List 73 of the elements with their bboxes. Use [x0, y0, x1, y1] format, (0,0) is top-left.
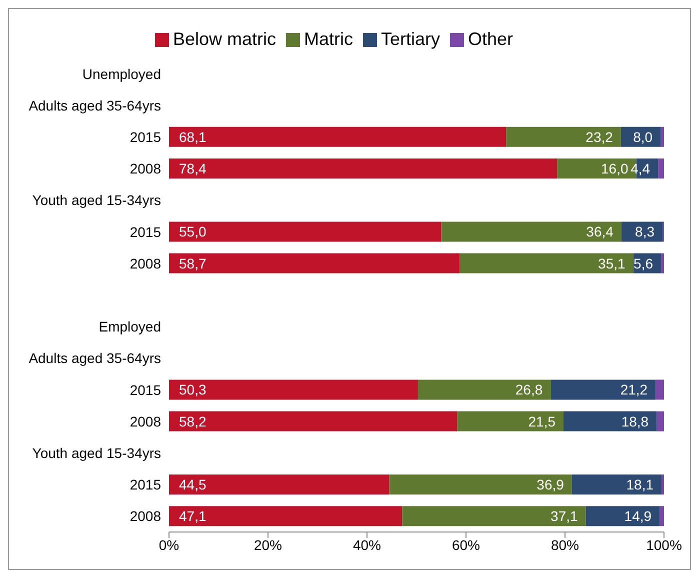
bar — [169, 474, 390, 494]
bar — [586, 506, 660, 526]
bar — [169, 253, 460, 274]
data-label: 18,8 — [621, 413, 649, 430]
data-label: 47,1 — [179, 508, 206, 524]
y-tick-label: Unemployed — [82, 66, 161, 82]
y-tick-label: 2015 — [130, 476, 162, 493]
bar — [402, 506, 586, 526]
data-label: 37,1 — [550, 508, 578, 524]
bar — [169, 411, 458, 432]
data-label: 44,5 — [179, 476, 206, 492]
y-tick-label: 2015 — [130, 224, 162, 240]
y-tick-label: Adults aged 35-64yrs — [28, 97, 161, 114]
bar — [550, 380, 656, 400]
data-label: 58,2 — [179, 413, 206, 430]
y-tick-label: Youth aged 15-34yrs — [32, 444, 161, 461]
data-label: 8,3 — [635, 224, 655, 240]
data-label: 21,5 — [528, 413, 556, 430]
data-label: 4,4 — [630, 160, 650, 176]
data-label: 36,9 — [536, 476, 564, 492]
y-tick-label: 2015 — [130, 128, 162, 145]
y-tick-label: 2008 — [130, 255, 162, 272]
legend-label: Matric — [304, 29, 353, 49]
data-label: 8,0 — [633, 128, 653, 145]
data-label: 23,2 — [586, 128, 614, 145]
x-tick-label: 20% — [254, 536, 282, 553]
bar — [572, 474, 662, 494]
bar — [169, 506, 402, 526]
x-tick-label: 80% — [550, 536, 580, 553]
y-tick-label: 2015 — [130, 382, 162, 398]
legend-label: Below matric — [172, 29, 276, 49]
legend-label: Tertiary — [380, 29, 440, 49]
x-tick-label: 100% — [646, 536, 682, 553]
bar — [506, 126, 621, 147]
data-label: 68,1 — [179, 128, 206, 145]
bar — [418, 380, 551, 400]
data-label: 16,0 — [601, 160, 628, 176]
data-label: 14,9 — [624, 508, 652, 524]
bar — [169, 380, 418, 400]
data-label: 55,0 — [179, 224, 206, 240]
bar — [389, 474, 572, 494]
bar — [656, 411, 664, 432]
data-label: 35,1 — [598, 255, 626, 272]
x-tick-label: 0% — [158, 536, 180, 553]
y-tick-label: 2008 — [130, 160, 162, 177]
y-tick-label: 2008 — [130, 413, 162, 430]
data-label: 36,4 — [586, 224, 614, 240]
data-label: 18,1 — [626, 476, 654, 492]
legend-label: Other — [468, 29, 514, 49]
bar — [460, 253, 634, 274]
bar — [661, 253, 664, 274]
y-tick-label: Adults aged 35-64yrs — [28, 350, 161, 366]
y-tick-label: Employed — [98, 318, 161, 335]
bar — [169, 222, 442, 242]
y-tick-label: 2008 — [130, 508, 162, 524]
data-label: 5,6 — [634, 255, 654, 272]
bar — [660, 506, 664, 526]
data-label: 26,8 — [515, 382, 543, 398]
data-label: 21,2 — [620, 382, 648, 398]
bar — [658, 158, 664, 178]
bar — [656, 380, 664, 400]
data-label: 58,7 — [179, 255, 206, 272]
x-tick-label: 40% — [352, 536, 382, 553]
bar — [169, 158, 558, 178]
bar — [564, 411, 657, 432]
x-tick-label: 60% — [452, 536, 480, 553]
data-label: 78,4 — [179, 160, 206, 176]
y-tick-label: Youth aged 15-34yrs — [32, 192, 161, 208]
bar — [660, 126, 664, 147]
bar — [169, 126, 506, 147]
data-label: 50,3 — [179, 382, 206, 398]
bar — [457, 411, 564, 432]
bar — [441, 222, 622, 242]
